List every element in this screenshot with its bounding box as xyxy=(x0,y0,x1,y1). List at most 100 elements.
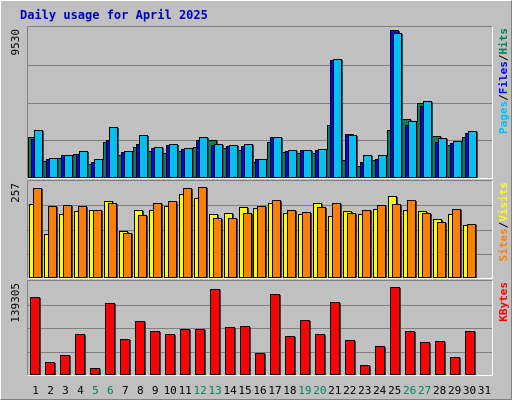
bar-kbytes-day-18 xyxy=(285,336,295,375)
bar-pages-day-1 xyxy=(34,130,43,178)
y-max-label: 139305 xyxy=(9,283,22,323)
bar-pages-day-26 xyxy=(408,121,417,178)
bar-sites-day-29 xyxy=(452,209,461,278)
bar-kbytes-day-10 xyxy=(165,334,175,375)
legend-panel-1: Pages/Files/Hits xyxy=(497,28,510,134)
bar-pages-day-20 xyxy=(318,149,327,178)
legend-item: / xyxy=(497,54,510,61)
x-tick-label-day-19: 19 xyxy=(298,384,311,397)
x-tick-label-day-15: 15 xyxy=(238,384,251,397)
bar-pages-day-21 xyxy=(333,59,342,178)
legend-item: Files xyxy=(497,61,510,94)
x-tick-label-day-21: 21 xyxy=(328,384,341,397)
bar-sites-day-26 xyxy=(407,200,416,278)
bar-pages-day-2 xyxy=(49,158,58,178)
bar-pages-day-6 xyxy=(109,127,118,178)
bar-sites-day-8 xyxy=(138,215,147,278)
bar-kbytes-day-12 xyxy=(195,329,205,375)
bar-pages-day-14 xyxy=(229,145,238,178)
y-max-label: 9530 xyxy=(9,29,22,56)
bar-sites-day-18 xyxy=(287,210,296,278)
x-tick-label-day-2: 2 xyxy=(47,384,54,397)
bar-sites-day-11 xyxy=(183,188,192,278)
x-tick-label-day-7: 7 xyxy=(122,384,129,397)
bar-kbytes-day-28 xyxy=(435,341,445,375)
bar-pages-day-23 xyxy=(363,155,372,178)
bar-sites-day-22 xyxy=(347,213,356,278)
x-tick-label-day-17: 17 xyxy=(268,384,281,397)
bar-kbytes-day-21 xyxy=(330,302,340,375)
x-tick-label-day-26: 26 xyxy=(403,384,416,397)
x-tick-label-day-29: 29 xyxy=(448,384,461,397)
bar-pages-day-10 xyxy=(169,144,178,178)
x-tick-label-day-31: 31 xyxy=(478,384,491,397)
bar-kbytes-day-8 xyxy=(135,321,145,375)
bar-kbytes-day-2 xyxy=(45,362,55,375)
bar-sites-day-6 xyxy=(108,203,117,278)
bar-pages-day-28 xyxy=(438,138,447,178)
bar-pages-day-16 xyxy=(258,159,267,178)
bar-kbytes-day-3 xyxy=(60,355,70,375)
legend-item: Hits xyxy=(497,28,510,55)
x-tick-label-day-24: 24 xyxy=(373,384,387,397)
x-tick-label-day-28: 28 xyxy=(433,384,446,397)
bar-sites-day-12 xyxy=(198,187,207,278)
x-tick-label-day-4: 4 xyxy=(77,384,84,397)
x-tick-label-day-22: 22 xyxy=(343,384,356,397)
x-tick-label-day-27: 27 xyxy=(418,384,431,397)
bar-sites-day-13 xyxy=(213,218,222,278)
bar-pages-day-3 xyxy=(64,155,73,178)
bar-pages-day-29 xyxy=(453,141,462,178)
bar-kbytes-day-9 xyxy=(150,331,160,375)
bar-sites-day-3 xyxy=(63,205,72,278)
x-tick-label-day-16: 16 xyxy=(253,384,266,397)
bar-pages-day-15 xyxy=(244,144,253,178)
x-tick-label-day-12: 12 xyxy=(193,384,206,397)
bar-sites-day-17 xyxy=(272,200,281,278)
bar-sites-day-5 xyxy=(93,210,102,278)
bar-kbytes-day-19 xyxy=(300,320,310,375)
x-tick-label-day-18: 18 xyxy=(283,384,296,397)
bar-pages-day-18 xyxy=(288,150,297,178)
legend-item: Pages xyxy=(497,101,510,134)
bar-sites-day-4 xyxy=(78,206,87,278)
bar-sites-day-14 xyxy=(228,218,237,278)
bar-sites-day-20 xyxy=(317,207,326,278)
x-tick-label-day-10: 10 xyxy=(164,384,177,397)
bar-pages-day-24 xyxy=(378,155,387,178)
bar-sites-day-7 xyxy=(123,233,132,278)
bar-sites-day-2 xyxy=(48,206,57,278)
y-max-label: 257 xyxy=(9,183,22,203)
bar-kbytes-day-29 xyxy=(450,357,460,375)
x-tick-label-day-14: 14 xyxy=(223,384,237,397)
bar-kbytes-day-30 xyxy=(465,331,475,375)
x-tick-label-day-30: 30 xyxy=(463,384,476,397)
x-tick-label-day-5: 5 xyxy=(92,384,99,397)
x-tick-label-day-11: 11 xyxy=(179,384,192,397)
bar-kbytes-day-5 xyxy=(90,368,100,375)
legend-item: / xyxy=(497,221,510,228)
x-tick-label-day-1: 1 xyxy=(32,384,39,397)
legend-panel-2: Sites/Visits xyxy=(497,182,510,262)
bar-sites-day-21 xyxy=(332,203,341,278)
bar-kbytes-day-15 xyxy=(240,326,250,375)
legend-item: KBytes xyxy=(497,282,510,322)
x-tick-label-day-13: 13 xyxy=(208,384,221,397)
bar-sites-day-24 xyxy=(377,205,386,278)
x-tick-label-day-20: 20 xyxy=(313,384,326,397)
bar-sites-day-1 xyxy=(33,188,42,278)
x-tick-label-day-23: 23 xyxy=(358,384,371,397)
bar-pages-day-13 xyxy=(214,144,223,178)
x-tick-label-day-8: 8 xyxy=(137,384,144,397)
bar-sites-day-27 xyxy=(422,213,431,278)
bar-kbytes-day-4 xyxy=(75,334,85,375)
bar-kbytes-day-22 xyxy=(345,340,355,375)
bar-kbytes-day-13 xyxy=(210,289,220,375)
bar-pages-day-5 xyxy=(94,159,103,178)
bar-sites-day-30 xyxy=(467,224,476,278)
bar-kbytes-day-6 xyxy=(105,303,115,375)
bar-sites-day-10 xyxy=(168,201,177,278)
